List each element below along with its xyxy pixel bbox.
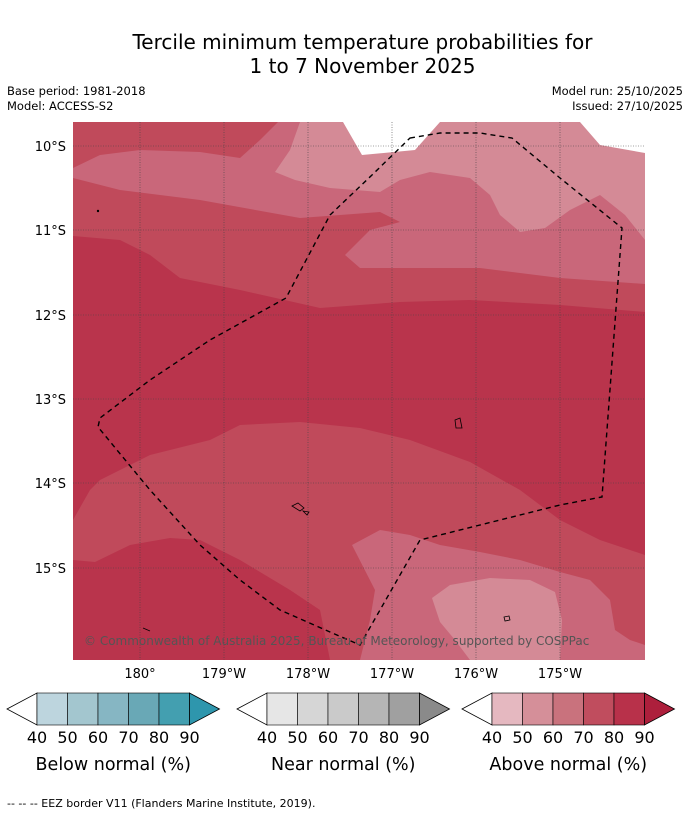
legend-over-arrow (419, 692, 451, 726)
probability-field-80-southwest (73, 538, 330, 660)
legend-below-normal: 40 50 60 70 80 90 Below normal (%) (6, 692, 221, 775)
probability-field-70-topleft (73, 122, 278, 168)
legend-tick-label: 60 (318, 728, 338, 747)
issued-date: Issued: 27/10/2025 (572, 99, 683, 113)
legend-tick-label: 80 (604, 728, 624, 747)
legend-tick-label: 50 (57, 728, 77, 747)
lat-label: 14°S (35, 477, 66, 492)
legend-swatch (266, 692, 298, 726)
legend-over-arrow (644, 692, 676, 726)
lon-label: 178°W (286, 667, 330, 682)
map-title: Tercile minimum temperature probabilitie… (0, 30, 690, 78)
legend-tick-label: 40 (482, 728, 502, 747)
legend-tick-label: 60 (543, 728, 563, 747)
legend-swatch (36, 692, 68, 726)
meta-right: Model run: 25/10/2025 Issued: 27/10/2025 (552, 84, 683, 114)
legend-tick-label: 70 (348, 728, 368, 747)
model-run: Model run: 25/10/2025 (551, 84, 683, 98)
map-area: © Commonwealth of Australia 2025, Bureau… (73, 122, 645, 660)
legend-tick-label: 80 (149, 728, 169, 747)
legend-swatch (613, 692, 645, 726)
legend-swatch (327, 692, 359, 726)
legend-near-normal: 40 50 60 70 80 90 Near normal (%) (236, 692, 451, 775)
lon-label: 180° (124, 667, 155, 682)
lon-label: 179°W (202, 667, 246, 682)
legend-swatch (388, 692, 420, 726)
legend-tick-label: 90 (409, 728, 429, 747)
legend-tick-label: 50 (287, 728, 307, 747)
title-line-2: 1 to 7 November 2025 (249, 54, 476, 78)
legend-tick-label: 40 (257, 728, 277, 747)
legend-swatch (128, 692, 160, 726)
legend-swatch (297, 692, 329, 726)
lon-label: 177°W (370, 667, 414, 682)
legend-swatch (522, 692, 554, 726)
lon-label: 175°W (538, 667, 582, 682)
eez-border (97, 132, 623, 646)
lat-label: 13°S (35, 393, 66, 408)
meta-left: Base period: 1981-2018 Model: ACCESS-S2 (7, 84, 146, 114)
legend-swatch (67, 692, 99, 726)
legend-tick-label: 90 (634, 728, 654, 747)
legend-under-arrow (236, 692, 268, 726)
longitude-labels: 180° 179°W 178°W 177°W 176°W 175°W (124, 667, 582, 682)
graticule (73, 122, 645, 660)
legend-tick-label: 80 (379, 728, 399, 747)
lat-label: 10°S (35, 140, 66, 155)
lat-label: 11°S (35, 224, 66, 239)
legend-swatch (158, 692, 190, 726)
legend-swatch (583, 692, 615, 726)
probability-field-50-south (432, 578, 562, 660)
copyright-notice: © Commonwealth of Australia 2025, Bureau… (84, 634, 589, 648)
legend-swatch (552, 692, 584, 726)
legend-tick-label: 70 (118, 728, 138, 747)
missing-data-area (343, 122, 645, 155)
legend-caption: Near normal (%) (271, 755, 416, 775)
legend-over-arrow (189, 692, 221, 726)
legend-tick-label: 70 (573, 728, 593, 747)
legend-tick-label: 60 (88, 728, 108, 747)
lat-label: 15°S (35, 562, 66, 577)
lon-label: 176°W (454, 667, 498, 682)
eez-footnote: -- -- -- EEZ border V11 (Flanders Marine… (7, 797, 316, 810)
legend-tick-label: 90 (179, 728, 199, 747)
legend-caption: Above normal (%) (489, 755, 647, 775)
islands (96, 209, 511, 632)
base-period: Base period: 1981-2018 (7, 84, 146, 98)
legend-under-arrow (461, 692, 493, 726)
legend-tick-label: 50 (512, 728, 532, 747)
legend-under-arrow (6, 692, 38, 726)
legend-tick-label: 40 (27, 728, 47, 747)
model-name: Model: ACCESS-S2 (7, 99, 114, 113)
legend-swatch (97, 692, 129, 726)
legend-swatch (358, 692, 390, 726)
lat-label: 12°S (35, 309, 66, 324)
latitude-labels: 10°S 11°S 12°S 13°S 14°S 15°S (35, 140, 66, 577)
legend-caption: Below normal (%) (36, 755, 191, 775)
title-line-1: Tercile minimum temperature probabilitie… (132, 30, 593, 54)
legend-above-normal: 40 50 60 70 80 90 Above normal (%) (461, 692, 676, 775)
legend-swatch (491, 692, 523, 726)
